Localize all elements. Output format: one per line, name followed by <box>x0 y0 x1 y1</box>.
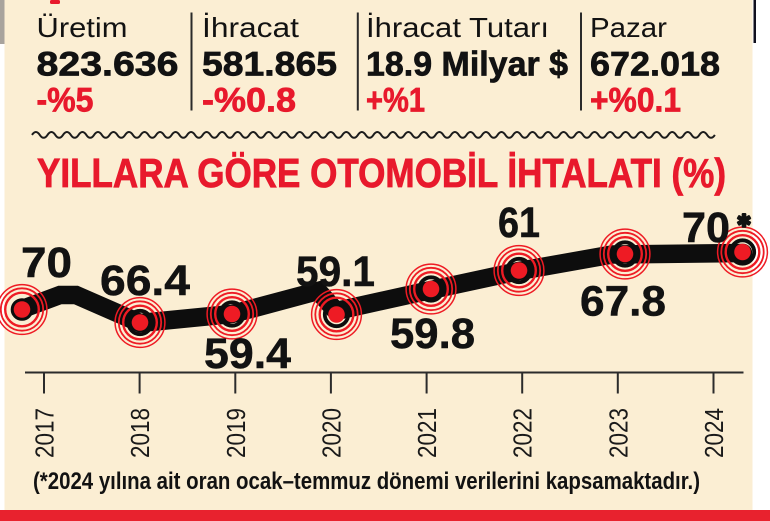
svg-text:18.9 Milyar $: 18.9 Milyar $ <box>366 46 568 84</box>
svg-text:67.8: 67.8 <box>580 278 666 326</box>
svg-text:(*2024 yılına ait oran ocak–te: (*2024 yılına ait oran ocak–temmuz dönem… <box>33 468 700 495</box>
svg-text:Pazar: Pazar <box>590 12 667 43</box>
svg-text:672.018: 672.018 <box>590 46 720 84</box>
svg-text:823.636: 823.636 <box>37 46 179 84</box>
svg-text:Üretim: Üretim <box>37 12 128 43</box>
svg-text:70: 70 <box>682 204 730 252</box>
svg-text:-%5: -%5 <box>37 82 94 120</box>
svg-text:İhracat: İhracat <box>202 12 299 43</box>
svg-text:2021: 2021 <box>412 408 442 458</box>
svg-text:İhracat Tutarı: İhracat Tutarı <box>366 12 549 43</box>
svg-text:66.4: 66.4 <box>100 257 190 305</box>
svg-text:61: 61 <box>498 199 540 247</box>
svg-text:+%1: +%1 <box>366 82 425 120</box>
svg-text:YILLARA GÖRE OTOMOBİL İHTALATI: YILLARA GÖRE OTOMOBİL İHTALATI (%) <box>37 150 726 196</box>
svg-text:+%0.1: +%0.1 <box>590 82 681 120</box>
svg-text:2020: 2020 <box>316 408 346 458</box>
svg-text:70: 70 <box>21 239 72 287</box>
svg-text:2024: 2024 <box>699 408 729 458</box>
svg-text:2023: 2023 <box>603 408 633 458</box>
svg-text:2022: 2022 <box>508 408 538 458</box>
svg-text:581.865: 581.865 <box>202 46 337 84</box>
svg-text:2017: 2017 <box>30 408 60 458</box>
svg-text:2018: 2018 <box>125 408 155 458</box>
svg-text:59.1: 59.1 <box>296 248 375 296</box>
svg-text:59.4: 59.4 <box>204 330 291 378</box>
svg-text:2019: 2019 <box>221 408 251 458</box>
svg-text:59.8: 59.8 <box>390 310 475 358</box>
svg-text:-%0.8: -%0.8 <box>202 82 296 120</box>
